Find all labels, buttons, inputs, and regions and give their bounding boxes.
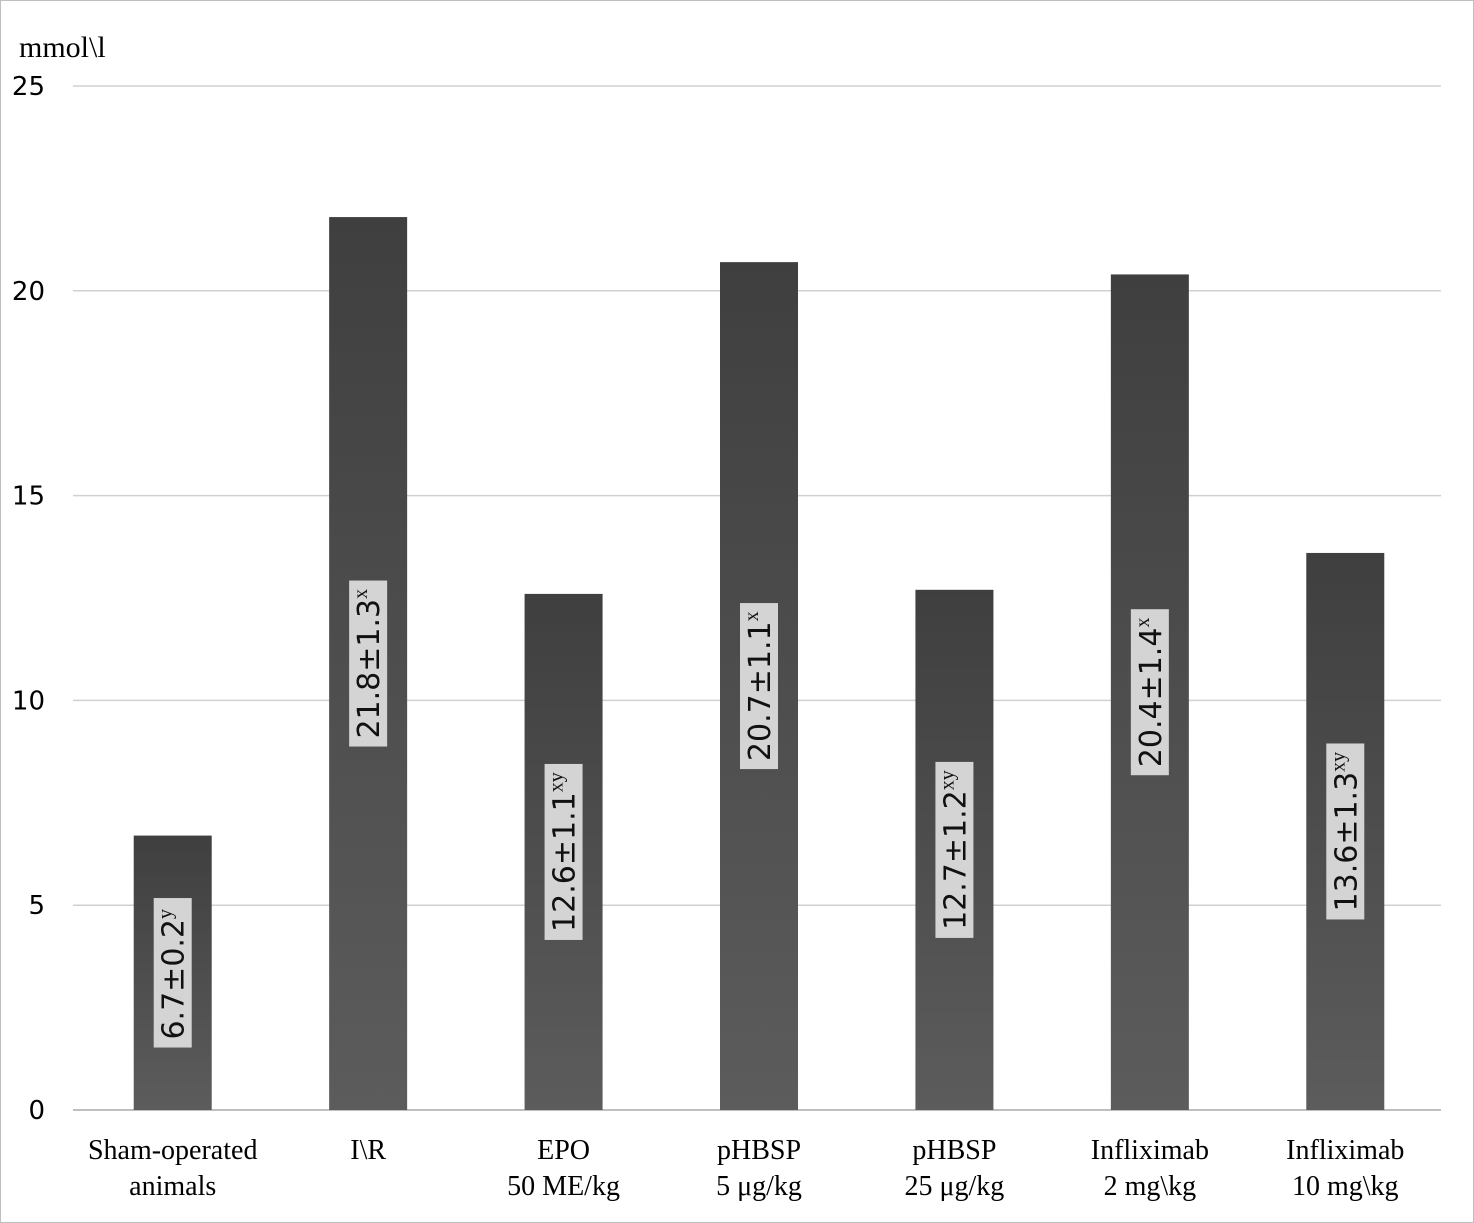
data-label-superscript: x <box>1132 618 1154 628</box>
data-label-superscript: xy <box>936 770 958 790</box>
data-label-background <box>740 603 778 770</box>
data-label-text: 12.7±1.2xy <box>936 770 973 930</box>
x-category-label: 5 μg/kg <box>716 1171 802 1202</box>
x-category-label: Infliximab <box>1286 1135 1404 1166</box>
data-label-background <box>1130 609 1169 776</box>
data-label: 21.8±1.3x <box>349 580 388 747</box>
data-label-background <box>153 898 192 1048</box>
data-label-text: 13.6±1.3xy <box>1327 752 1364 912</box>
data-label: 6.7±0.2y <box>153 898 192 1048</box>
data-label-text: 21.8±1.3x <box>350 589 387 739</box>
data-label: 20.7±1.1x <box>740 603 778 770</box>
y-tick-label: 0 <box>28 1096 45 1126</box>
x-category-label: Infliximab <box>1091 1135 1209 1166</box>
x-category-label: 2 mg\kg <box>1104 1171 1197 1202</box>
y-tick-label: 10 <box>12 686 45 716</box>
x-category-label: EPO <box>537 1135 590 1166</box>
data-label: 12.7±1.2xy <box>935 761 974 938</box>
data-label-superscript: y <box>155 909 177 919</box>
y-tick-label: 5 <box>28 891 45 921</box>
data-label-text: 12.6±1.1xy <box>546 772 583 932</box>
data-label-text: 20.4±1.4x <box>1132 618 1169 768</box>
x-category-label: Sham-operated <box>88 1135 258 1166</box>
x-category-label: I\R <box>350 1135 386 1166</box>
x-axis-category-labels: Sham-operated animals I\R EPO 50 ME/kg pHBSP 5… <box>88 1135 1404 1202</box>
data-label: 20.4±1.4x <box>1130 609 1169 776</box>
x-category-label: animals <box>129 1171 216 1202</box>
y-tick-label: 15 <box>12 482 45 512</box>
data-label-background <box>1326 743 1365 920</box>
data-label-superscript: x <box>350 589 372 599</box>
data-label: 12.6±1.1xy <box>544 763 583 940</box>
data-label: 13.6±1.3xy <box>1326 743 1365 920</box>
data-label-background <box>349 580 388 747</box>
data-label-background <box>935 761 974 938</box>
x-category-label: 50 ME/kg <box>507 1171 620 1202</box>
y-tick-label: 25 <box>12 72 45 102</box>
data-label-superscript: x <box>741 611 763 621</box>
data-label-superscript: xy <box>1327 752 1349 772</box>
y-axis-tick-labels: 0 5 10 15 20 25 <box>12 72 45 1126</box>
data-label-text: 6.7±0.2y <box>155 909 192 1040</box>
y-tick-label: 20 <box>12 277 45 307</box>
y-axis-unit-label: mmol\l <box>19 31 106 64</box>
x-category-label: 10 mg\kg <box>1292 1171 1399 1202</box>
x-category-label: pHBSP <box>912 1135 996 1166</box>
data-labels: 6.7±0.2y 21.8±1.3x 12.6±1.1xy 20.7±1.1x 12.7… <box>153 580 1365 1048</box>
data-label-superscript: xy <box>546 772 568 792</box>
x-category-label: pHBSP <box>717 1135 801 1166</box>
data-label-background <box>544 763 583 940</box>
x-category-label: 25 μg/kg <box>905 1171 1005 1202</box>
data-label-text: 20.7±1.1x <box>741 611 778 761</box>
